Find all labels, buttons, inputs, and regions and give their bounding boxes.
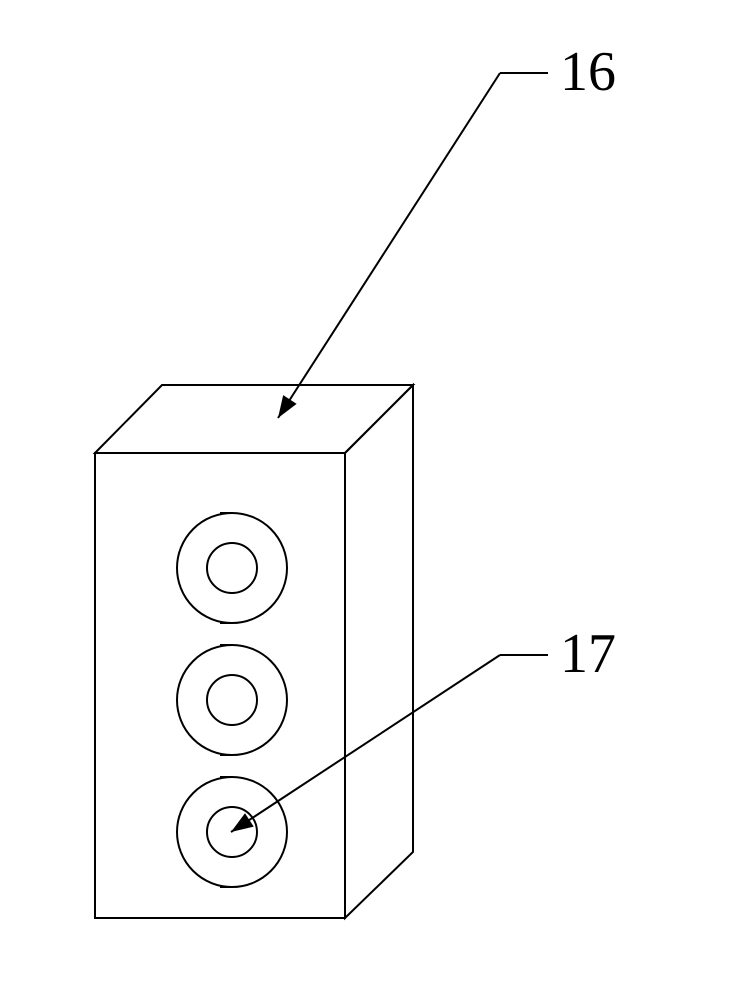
callout-17-label: 17 [560, 623, 616, 685]
ring-2 [177, 645, 287, 755]
ring-1 [177, 513, 287, 623]
box-top-face [95, 385, 413, 453]
callout-16-leader-line [278, 73, 500, 418]
box-right-face [345, 385, 413, 918]
diagram-svg: 1617 [0, 0, 748, 1000]
callout-16-label: 16 [560, 41, 616, 103]
